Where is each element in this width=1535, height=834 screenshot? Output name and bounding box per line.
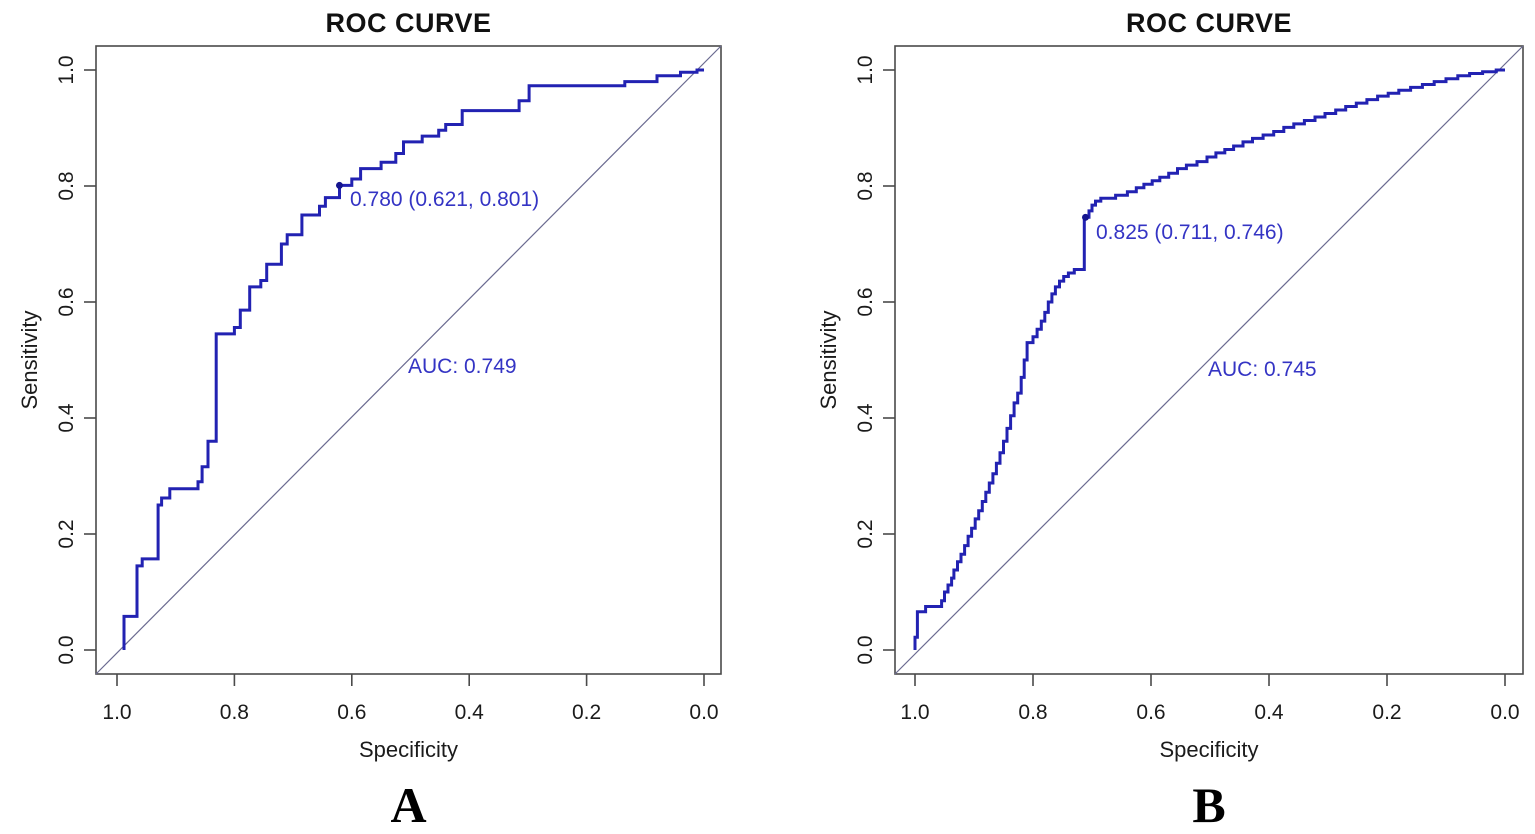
x-tick-label: 0.6: [337, 701, 366, 724]
panel-a-letter: A: [390, 777, 427, 833]
y-tick-label: 0.4: [55, 403, 78, 433]
x-tick-label: 0.8: [220, 701, 249, 724]
x-tick-label: 0.2: [1372, 701, 1401, 724]
roc-curve: [913, 68, 1505, 650]
panel-b-auc-annotation: AUC: 0.745: [1208, 358, 1317, 381]
x-tick-label: 0.4: [1254, 701, 1284, 724]
x-tick-label: 1.0: [900, 701, 929, 724]
x-tick-label: 0.2: [572, 701, 601, 724]
y-tick-label: 1.0: [854, 55, 877, 84]
panel-a-threshold-annotation: 0.780 (0.621, 0.801): [350, 188, 540, 211]
optimal-threshold-dot: [335, 181, 343, 189]
y-tick-label: 0.6: [55, 287, 78, 316]
panel-b-letter: B: [1192, 777, 1226, 833]
panel-a-y-axis-title: Sensitivity: [17, 310, 42, 410]
plot-frame: [95, 45, 722, 675]
y-tick-label: 0.2: [55, 519, 78, 548]
roc-curve: [122, 68, 704, 650]
panel-b-title: ROC CURVE: [1125, 8, 1293, 38]
y-tick-label: 0.0: [854, 635, 877, 664]
panel-b-x-axis-title: Specificity: [1159, 737, 1259, 762]
y-tick-label: 0.6: [854, 287, 877, 316]
panel-a-x-axis-title: Specificity: [358, 737, 459, 762]
x-tick-label: 0.0: [689, 701, 718, 724]
x-tick-label: 1.0: [102, 701, 131, 724]
panel-a-title: ROC CURVE: [325, 8, 492, 38]
x-tick-label: 0.4: [455, 701, 485, 724]
y-tick-label: 1.0: [55, 55, 78, 84]
y-tick-label: 0.8: [55, 171, 78, 200]
x-tick-label: 0.6: [1136, 701, 1165, 724]
chance-diagonal-line: [95, 45, 722, 675]
x-tick-label: 0.0: [1490, 701, 1519, 724]
plot-frame: [894, 45, 1524, 675]
y-tick-label: 0.2: [854, 519, 877, 548]
chance-diagonal-line: [894, 45, 1524, 675]
panel-a-auc-annotation: AUC: 0.749: [408, 355, 517, 378]
panel-b-y-axis-title: Sensitivity: [816, 310, 841, 410]
panel-b-threshold-annotation: 0.825 (0.711, 0.746): [1096, 221, 1284, 244]
y-tick-label: 0.0: [55, 635, 78, 664]
y-tick-label: 0.8: [854, 171, 877, 200]
y-tick-label: 0.4: [854, 403, 877, 433]
optimal-threshold-dot: [1082, 213, 1090, 221]
x-tick-label: 0.8: [1018, 701, 1047, 724]
